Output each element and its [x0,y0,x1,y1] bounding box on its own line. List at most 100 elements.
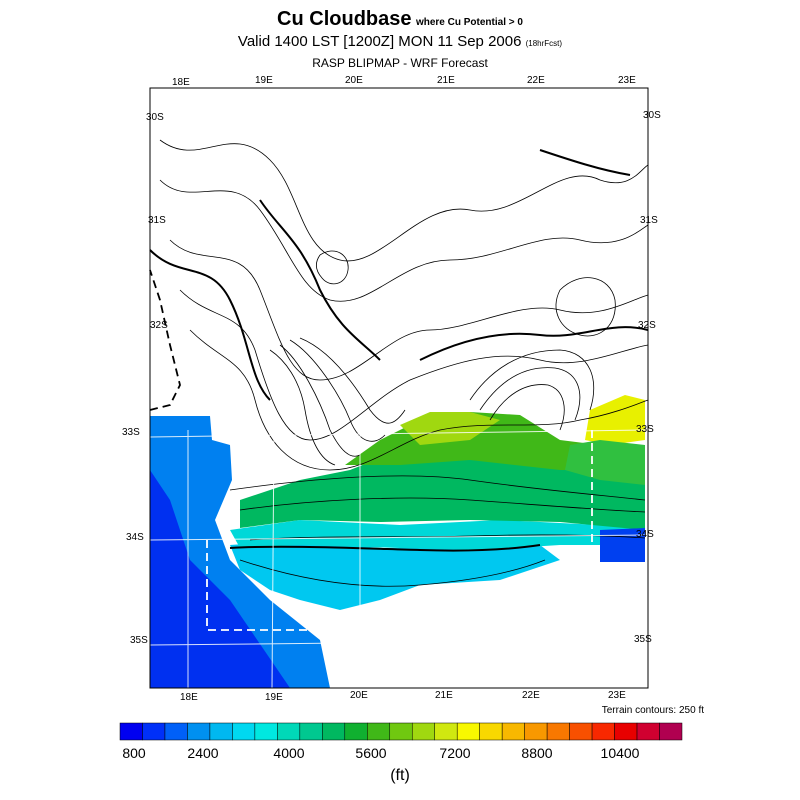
contour-line [279,344,361,457]
contour-line [269,349,336,466]
colorbar-swatch [434,722,458,741]
contour-line [555,277,616,337]
terrain-contours [159,139,649,587]
bold-contours [149,149,649,552]
contour-line [479,367,581,421]
colorbar-swatch [636,722,660,741]
lon-label: 23E [608,690,626,701]
contour-line [469,349,595,411]
lat-label: 32S [638,320,656,331]
lon-label: 18E [180,692,198,703]
contour-line [316,250,349,285]
lat-label: 31S [640,215,658,226]
lon-label: 21E [437,75,455,86]
colorbar-swatch [411,722,435,741]
colorbar-unit: (ft) [390,767,410,784]
contour-line [189,329,649,471]
colorbar-label: 8800 [521,745,553,761]
sub-title: where Cu Potential > 0 [415,17,523,28]
contour-line-bold [149,249,271,401]
contour-line-bold [229,544,541,552]
terrain-note: Terrain contours: 250 ft [601,705,704,716]
colorbar-swatch [659,722,683,741]
colorbar-swatch [119,722,143,741]
map-frame [149,87,649,689]
colorbar-swatch [232,722,256,741]
contour-line [489,384,565,431]
lon-label: 22E [527,75,545,86]
lat-label: 32S [150,320,168,331]
lon-label: 20E [350,690,368,701]
colorbar-swatch [142,722,166,741]
lon-label: 20E [345,75,363,86]
grid-line [271,429,275,689]
lon-label: 18E [172,77,190,88]
colorbar-swatch [187,722,211,741]
contour-line [159,139,649,262]
colorbar-swatch [164,722,188,741]
colorbar-label: 4000 [273,745,305,761]
colorbar-label: 800 [122,745,146,761]
east-green [565,440,645,485]
colorbar-swatch [277,722,301,741]
lat-label: 35S [130,635,148,646]
contour-line-bold [539,149,631,176]
contour-line [229,475,646,501]
contour-line [289,339,386,442]
colorbar-labels: 800 2400 4000 5600 7200 8800 10400 [0,745,800,765]
colorbar-swatch [322,722,346,741]
cloudbase-shading [150,395,645,688]
colorbar-label: 7200 [439,745,471,761]
lat-label: 31S [148,215,166,226]
ocean-light [230,540,560,610]
valid-text: Valid 1400 LST [1200Z] MON 11 Sep 2006 [237,33,522,50]
contour-line-bold [419,326,649,361]
lat-label: 34S [126,532,144,543]
east-yellow [585,395,645,445]
colorbar-swatch [501,722,525,741]
main-title: Cu Cloudbase [277,8,412,30]
lon-label: 23E [618,75,636,86]
contour-line [299,337,406,424]
colorbar-swatch [367,722,391,741]
colorbar-swatch [479,722,503,741]
ocean-mid [150,416,330,688]
province-boundary [206,540,310,631]
lat-label: 34S [636,529,654,540]
colorbar-swatch [569,722,593,741]
lon-label: 22E [522,690,540,701]
lat-label: 33S [636,424,654,435]
lon-label: 19E [255,75,273,86]
lat-lon-grid [149,429,649,689]
contour-line [169,239,649,381]
valid-time: Valid 1400 LST [1200Z] MON 11 Sep 2006 (… [0,33,800,50]
colorbar-swatch [614,722,638,741]
bottom-lon-labels: 18E 19E 20E 21E 22E 23E [180,690,626,703]
grid-line [149,639,649,646]
colorbar-label: 2400 [187,745,219,761]
grid-line [149,534,649,541]
colorbar-swatch [299,722,323,741]
colorbar-swatch [546,722,570,741]
right-lat-labels: 30S 31S 32S 33S 34S 35S [634,110,661,645]
contour-line [159,179,649,302]
contour-line [239,559,546,587]
contour-line-bold [259,199,381,361]
coast-cyan-band [230,520,645,550]
colorbar-label: 10400 [600,745,640,761]
top-lon-labels: 18E 19E 20E 21E 22E 23E [172,75,636,88]
lat-label: 35S [634,634,652,645]
colorbar-label: 5600 [355,745,387,761]
colorbar [119,722,683,741]
lat-label: 33S [122,427,140,438]
coastline [149,269,181,411]
model-name: RASP BLIPMAP - WRF Forecast [312,56,488,70]
lat-label: 30S [146,112,164,123]
colorbar-swatch [254,722,278,741]
contour-line [179,289,649,441]
colorbar-swatch [591,722,615,741]
left-lat-labels: 30S 31S 32S 33S 34S 35S [122,112,168,646]
colorbar-swatch [524,722,548,741]
colorbar-swatch [456,722,480,741]
